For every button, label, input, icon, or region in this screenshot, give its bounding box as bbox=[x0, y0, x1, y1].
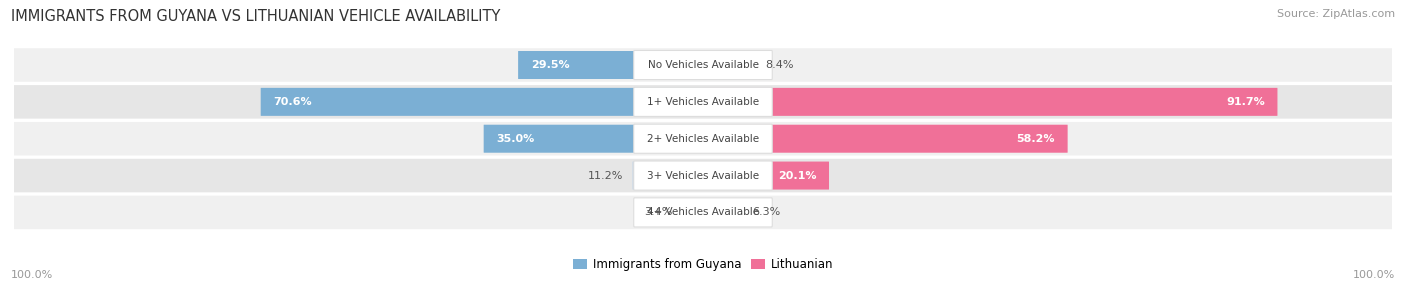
FancyBboxPatch shape bbox=[633, 162, 703, 190]
FancyBboxPatch shape bbox=[260, 88, 703, 116]
Text: 29.5%: 29.5% bbox=[531, 60, 569, 70]
Text: 70.6%: 70.6% bbox=[273, 97, 312, 107]
FancyBboxPatch shape bbox=[703, 198, 742, 227]
FancyBboxPatch shape bbox=[682, 198, 703, 227]
FancyBboxPatch shape bbox=[634, 198, 772, 227]
Text: 91.7%: 91.7% bbox=[1226, 97, 1265, 107]
Text: IMMIGRANTS FROM GUYANA VS LITHUANIAN VEHICLE AVAILABILITY: IMMIGRANTS FROM GUYANA VS LITHUANIAN VEH… bbox=[11, 9, 501, 23]
Text: 100.0%: 100.0% bbox=[1353, 270, 1395, 280]
Text: 58.2%: 58.2% bbox=[1017, 134, 1054, 144]
Text: 6.3%: 6.3% bbox=[752, 207, 780, 217]
FancyBboxPatch shape bbox=[634, 87, 772, 116]
FancyBboxPatch shape bbox=[14, 196, 1392, 229]
Text: 1+ Vehicles Available: 1+ Vehicles Available bbox=[647, 97, 759, 107]
FancyBboxPatch shape bbox=[703, 88, 1278, 116]
Text: Source: ZipAtlas.com: Source: ZipAtlas.com bbox=[1277, 9, 1395, 19]
FancyBboxPatch shape bbox=[703, 51, 756, 79]
Text: 2+ Vehicles Available: 2+ Vehicles Available bbox=[647, 134, 759, 144]
Text: 20.1%: 20.1% bbox=[778, 170, 817, 180]
FancyBboxPatch shape bbox=[14, 159, 1392, 192]
FancyBboxPatch shape bbox=[634, 161, 772, 190]
FancyBboxPatch shape bbox=[484, 125, 703, 153]
Text: 3.4%: 3.4% bbox=[644, 207, 672, 217]
Text: 8.4%: 8.4% bbox=[765, 60, 793, 70]
Text: 100.0%: 100.0% bbox=[11, 270, 53, 280]
FancyBboxPatch shape bbox=[634, 50, 772, 80]
FancyBboxPatch shape bbox=[14, 48, 1392, 82]
FancyBboxPatch shape bbox=[14, 85, 1392, 119]
FancyBboxPatch shape bbox=[703, 125, 1067, 153]
FancyBboxPatch shape bbox=[703, 162, 830, 190]
Text: No Vehicles Available: No Vehicles Available bbox=[648, 60, 758, 70]
FancyBboxPatch shape bbox=[634, 124, 772, 153]
Text: 11.2%: 11.2% bbox=[588, 170, 623, 180]
Text: 4+ Vehicles Available: 4+ Vehicles Available bbox=[647, 207, 759, 217]
FancyBboxPatch shape bbox=[519, 51, 703, 79]
FancyBboxPatch shape bbox=[14, 122, 1392, 156]
Text: 3+ Vehicles Available: 3+ Vehicles Available bbox=[647, 170, 759, 180]
Legend: Immigrants from Guyana, Lithuanian: Immigrants from Guyana, Lithuanian bbox=[572, 258, 834, 271]
Text: 35.0%: 35.0% bbox=[496, 134, 534, 144]
